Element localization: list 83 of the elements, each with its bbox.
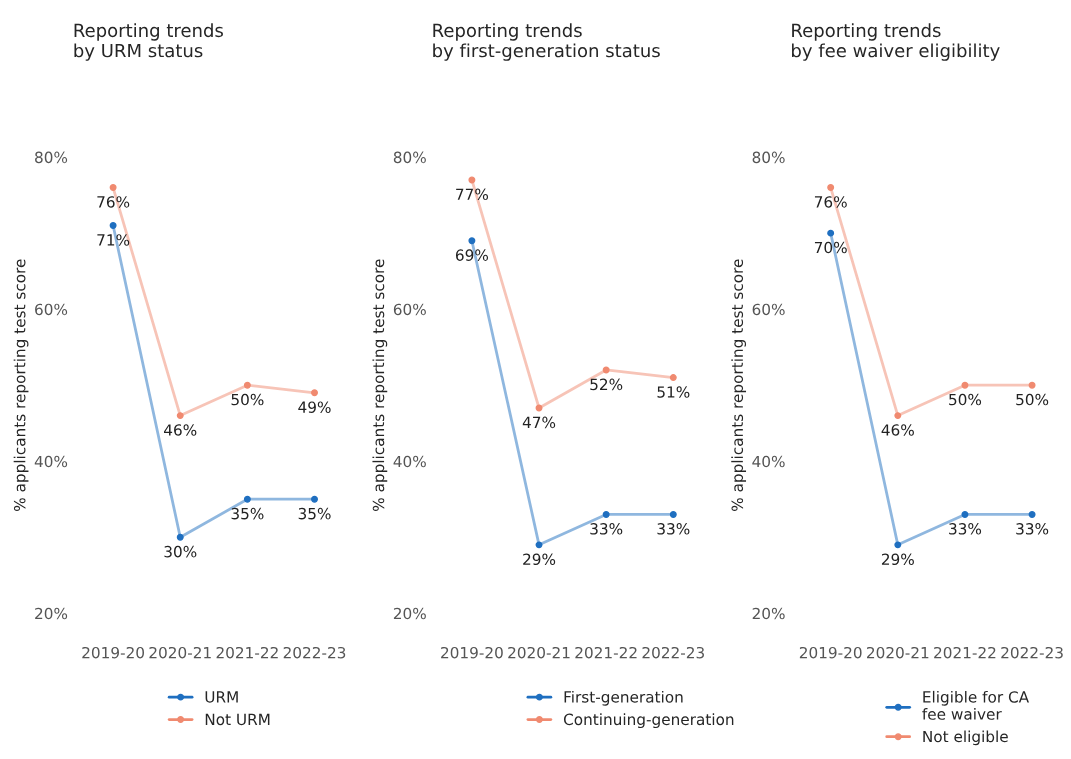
y-axis-title: % applicants reporting test score [13,259,29,511]
data-label: 33% [949,523,982,535]
x-tick-label: 2020-21 [149,646,211,659]
x-tick-label: 2021-22 [934,646,996,659]
y-tick-label: 60% [752,303,785,316]
x-tick-label: 2022-23 [1001,646,1063,659]
x-tick-label: 2020-21 [867,646,929,659]
x-tick-label: 2022-23 [283,646,346,659]
point [176,533,184,541]
point [961,510,969,518]
point [535,541,543,549]
data-label: 46% [164,424,197,436]
point [827,229,835,237]
point [602,510,610,518]
data-label: 70% [814,241,847,254]
data-label: 76% [814,196,847,208]
data-label: 69% [455,249,489,261]
point [109,222,117,230]
x-tick-label: 2019-20 [82,646,145,659]
data-label: 29% [523,553,556,566]
point [1028,381,1036,389]
y-tick-label: 80% [393,151,426,164]
data-label: 33% [1016,523,1049,535]
point [311,495,318,503]
x-tick-label: 2021-22 [216,646,278,659]
point [894,541,902,549]
point [669,510,677,518]
legend-label: Not eligible [923,730,1008,746]
data-label: 71% [97,234,130,246]
y-tick-label: 60% [393,303,426,316]
point [961,381,969,389]
point [669,374,677,382]
data-label: 47% [522,416,556,429]
data-label: 76% [97,196,130,208]
y-tick-label: 20% [35,607,68,620]
point [468,176,476,184]
point [894,412,902,420]
chart-title: Reporting trends by fee waiver eligibility [792,23,1000,61]
x-tick-label: 2021-22 [575,646,637,659]
x-tick-label: 2022-23 [642,646,704,659]
point [243,381,251,389]
data-label: 46% [881,424,914,436]
point [109,184,117,191]
y-axis-title: % applicants reporting test score [372,259,388,511]
data-label: 33% [657,523,690,535]
y-tick-label: 40% [393,455,426,468]
legend-label: Continuing-generation [563,713,734,729]
data-label: 49% [298,401,331,413]
data-label: 50% [1016,393,1049,406]
legend-label: URM [205,691,238,703]
chart-title: Reporting trends by URM status [74,23,223,61]
point [176,412,184,420]
y-tick-label: 40% [34,455,68,468]
legend-label: First-generation [564,690,683,706]
data-label: 30% [164,545,197,558]
x-tick-label: 2019-20 [441,646,503,659]
data-label: 77% [456,188,489,201]
data-label: 35% [298,507,331,520]
y-tick-label: 60% [35,303,68,316]
data-label: 35% [231,507,264,520]
point [468,237,476,245]
point [827,184,835,191]
y-tick-label: 80% [752,151,785,164]
y-tick-label: 40% [752,455,785,468]
point [243,495,251,503]
x-tick-label: 2019-20 [799,646,862,659]
legend-label: Not URM [205,713,270,726]
point [1028,510,1036,518]
y-tick-label: 20% [393,607,426,620]
data-label: 50% [231,393,264,406]
data-label: 33% [590,523,623,535]
chart-title: Reporting trends by first-generation status [433,23,660,61]
data-label: 50% [949,393,982,406]
legend-label: Eligible for CA fee waiver [922,690,1029,720]
point [311,389,318,397]
point [602,366,610,374]
y-tick-label: 80% [35,151,68,164]
y-axis-title: % applicants reporting test score [731,259,747,511]
data-label: 29% [881,553,914,566]
x-tick-label: 2020-21 [508,646,570,659]
data-label: 51% [657,386,690,398]
y-tick-label: 20% [752,607,785,620]
data-label: 52% [590,378,623,391]
